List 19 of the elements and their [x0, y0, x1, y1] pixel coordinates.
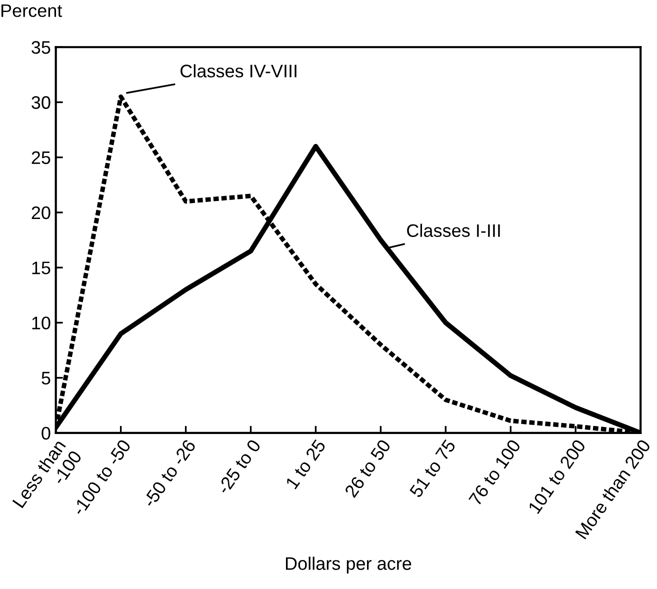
y-tick-label: 25	[32, 151, 50, 164]
x-axis-title: Dollars per acre	[286, 556, 412, 574]
x-tick-label: 51 to 75	[409, 438, 456, 498]
y-tick-label: 30	[32, 96, 50, 109]
y-axis-title: Percent	[1, 4, 62, 18]
x-tick-label: 101 to 200	[528, 438, 586, 514]
y-tick-label: 10	[32, 316, 50, 330]
x-tick-label: 26 to 50	[344, 438, 392, 498]
y-tick-label: 5	[42, 372, 50, 385]
y-tick-label: 15	[32, 262, 50, 274]
x-tick-label: 1 to 25	[285, 438, 326, 490]
series-label: Classes I-III	[407, 224, 500, 238]
y-tick-label: 0	[42, 426, 50, 440]
text: Classes IV-VIII	[180, 64, 296, 78]
x-tick-label: 76 to 100	[468, 438, 522, 506]
y-tick-label: 20	[32, 206, 50, 220]
x-tick-label: -25 to 0	[216, 438, 262, 495]
y-tick-label: 35	[32, 41, 50, 54]
x-tick-label: -50 to -26	[142, 438, 196, 508]
